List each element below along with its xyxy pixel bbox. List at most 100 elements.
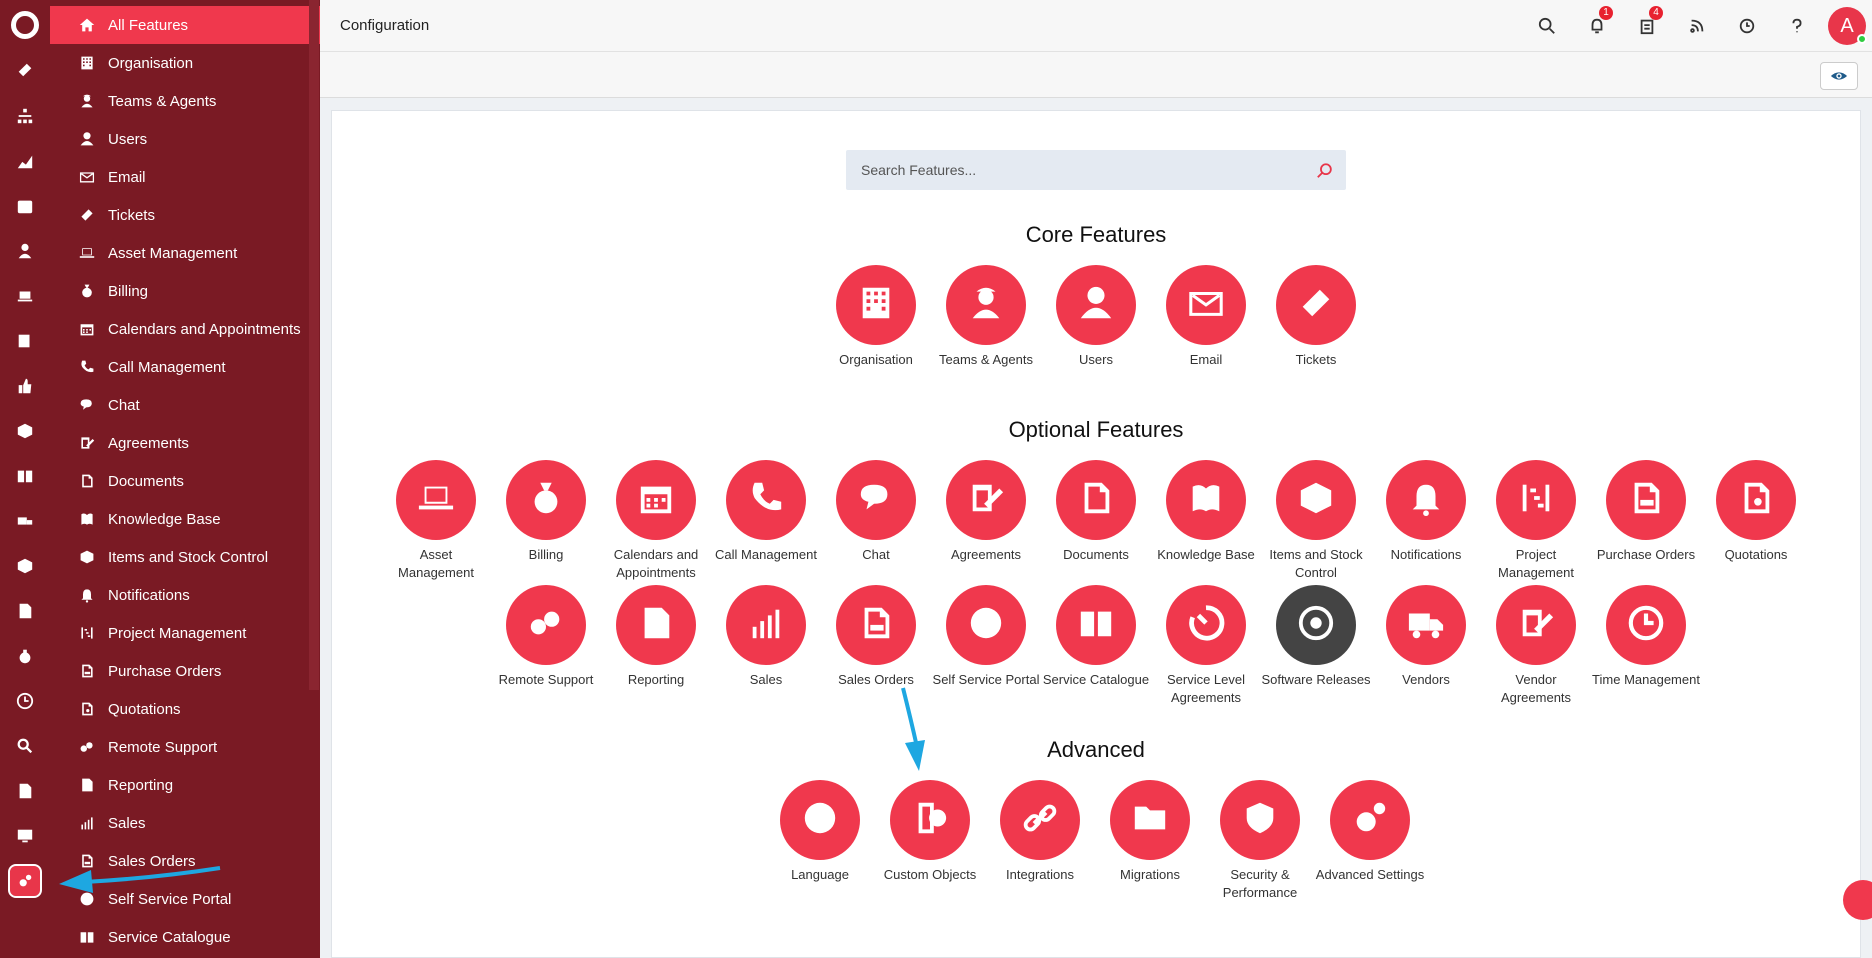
edit-icon[interactable] <box>12 328 38 354</box>
feature-icon-button[interactable] <box>396 460 476 540</box>
feature-calendars-and-appointments[interactable]: Calendars and Appointments <box>601 460 711 582</box>
sidebar-item-email[interactable]: Email <box>50 158 320 196</box>
feature-icon-button[interactable] <box>1110 780 1190 860</box>
feature-icon-button[interactable] <box>1166 460 1246 540</box>
feature-icon-button[interactable] <box>616 585 696 665</box>
feature-icon-button[interactable] <box>1276 265 1356 345</box>
org-chart-icon[interactable] <box>12 103 38 129</box>
feature-icon-button[interactable] <box>616 460 696 540</box>
feature-advanced-settings[interactable]: Advanced Settings <box>1315 780 1425 884</box>
feature-icon-button[interactable] <box>1276 460 1356 540</box>
feature-knowledge-base[interactable]: Knowledge Base <box>1151 460 1261 564</box>
feature-icon-button[interactable] <box>1056 460 1136 540</box>
clipboard-icon[interactable]: 4 <box>1635 6 1663 38</box>
rss-icon[interactable] <box>1685 14 1709 38</box>
feature-organisation[interactable]: Organisation <box>821 265 931 369</box>
feature-call-management[interactable]: Call Management <box>711 460 821 564</box>
feature-self-service-portal[interactable]: Self Service Portal <box>931 585 1041 689</box>
ticket-icon[interactable] <box>12 57 38 83</box>
book-icon[interactable] <box>12 463 38 489</box>
sidebar-item-service-catalogue[interactable]: Service Catalogue <box>50 918 320 956</box>
feature-integrations[interactable]: Integrations <box>985 780 1095 884</box>
feature-icon-button[interactable] <box>506 585 586 665</box>
monitor-icon[interactable] <box>12 823 38 849</box>
feature-icon-button[interactable] <box>1220 780 1300 860</box>
feature-icon-button[interactable] <box>836 460 916 540</box>
feature-icon-button[interactable] <box>1606 460 1686 540</box>
feature-reporting[interactable]: Reporting <box>601 585 711 689</box>
feature-remote-support[interactable]: Remote Support <box>491 585 601 689</box>
feature-software-releases[interactable]: Software Releases <box>1261 585 1371 689</box>
search-icon[interactable] <box>12 733 38 759</box>
feature-icon-button[interactable] <box>1496 585 1576 665</box>
feature-icon-button[interactable] <box>1166 265 1246 345</box>
sidebar-item-teams-agents[interactable]: Teams & Agents <box>50 82 320 120</box>
sidebar-item-remote-support[interactable]: Remote Support <box>50 728 320 766</box>
feature-icon-button[interactable] <box>1606 585 1686 665</box>
cube-icon[interactable] <box>12 553 38 579</box>
help-icon[interactable] <box>1785 14 1809 38</box>
sidebar-item-self-service-portal[interactable]: Self Service Portal <box>50 880 320 918</box>
feature-icon-button[interactable] <box>726 585 806 665</box>
sidebar-item-all-features[interactable]: All Features <box>50 6 320 44</box>
avatar[interactable]: A <box>1828 7 1867 45</box>
feature-icon-button[interactable] <box>836 585 916 665</box>
feature-agreements[interactable]: Agreements <box>931 460 1041 564</box>
search-icon[interactable] <box>1316 162 1334 180</box>
sidebar-item-quotations[interactable]: Quotations <box>50 690 320 728</box>
sidebar-item-documents[interactable]: Documents <box>50 462 320 500</box>
laptop-icon[interactable] <box>12 283 38 309</box>
feature-vendor-agreements[interactable]: Vendor Agreements <box>1481 585 1591 707</box>
sidebar-item-notifications[interactable]: Notifications <box>50 576 320 614</box>
feature-icon-button[interactable] <box>1056 585 1136 665</box>
feature-custom-objects[interactable]: Custom Objects <box>875 780 985 884</box>
feature-service-level-agreements[interactable]: Service Level Agreements <box>1151 585 1261 707</box>
feature-icon-button[interactable] <box>1000 780 1080 860</box>
feature-icon-button[interactable] <box>1386 585 1466 665</box>
sidebar-scrollbar[interactable] <box>309 0 319 690</box>
feature-asset-management[interactable]: Asset Management <box>381 460 491 582</box>
feature-tickets[interactable]: Tickets <box>1261 265 1371 369</box>
feature-items-and-stock-control[interactable]: Items and Stock Control <box>1261 460 1371 582</box>
feature-icon-button[interactable] <box>1330 780 1410 860</box>
feature-billing[interactable]: Billing <box>491 460 601 564</box>
feature-icon-button[interactable] <box>1716 460 1796 540</box>
feature-purchase-orders[interactable]: Purchase Orders <box>1591 460 1701 564</box>
feature-icon-button[interactable] <box>946 585 1026 665</box>
feature-icon-button[interactable] <box>1166 585 1246 665</box>
chat-launcher-button[interactable] <box>1843 880 1872 920</box>
sidebar-item-chat[interactable]: Chat <box>50 386 320 424</box>
bell-icon[interactable]: 1 <box>1585 6 1613 38</box>
report-icon[interactable] <box>12 778 38 804</box>
feature-icon-button[interactable] <box>506 460 586 540</box>
feature-chat[interactable]: Chat <box>821 460 931 564</box>
feature-migrations[interactable]: Migrations <box>1095 780 1205 884</box>
feature-email[interactable]: Email <box>1151 265 1261 369</box>
sidebar-item-sales[interactable]: Sales <box>50 804 320 842</box>
clock-icon[interactable] <box>12 688 38 714</box>
box-icon[interactable] <box>12 418 38 444</box>
sidebar-item-sales-orders[interactable]: Sales Orders <box>50 842 320 880</box>
feature-icon-button[interactable] <box>780 780 860 860</box>
sidebar-item-agreements[interactable]: Agreements <box>50 424 320 462</box>
feature-icon-button[interactable] <box>836 265 916 345</box>
feature-language[interactable]: Language <box>765 780 875 884</box>
feature-time-management[interactable]: Time Management <box>1591 585 1701 689</box>
history-icon[interactable] <box>1735 14 1759 38</box>
feature-sales-orders[interactable]: Sales Orders <box>821 585 931 689</box>
thumbs-up-icon[interactable] <box>12 373 38 399</box>
calendar-icon[interactable] <box>12 193 38 219</box>
feature-icon-button[interactable] <box>1386 460 1466 540</box>
feature-vendors[interactable]: Vendors <box>1371 585 1481 689</box>
chart-icon[interactable] <box>12 148 38 174</box>
search-icon[interactable] <box>1535 14 1559 38</box>
sidebar-item-knowledge-base[interactable]: Knowledge Base <box>50 500 320 538</box>
feature-quotations[interactable]: Quotations <box>1701 460 1811 564</box>
sidebar-item-billing[interactable]: Billing <box>50 272 320 310</box>
sidebar-item-items-and-stock-control[interactable]: Items and Stock Control <box>50 538 320 576</box>
feature-icon-button[interactable] <box>1276 585 1356 665</box>
feature-icon-button[interactable] <box>890 780 970 860</box>
document-icon[interactable] <box>12 598 38 624</box>
money-bag-icon[interactable] <box>12 643 38 669</box>
sidebar-item-purchase-orders[interactable]: Purchase Orders <box>50 652 320 690</box>
